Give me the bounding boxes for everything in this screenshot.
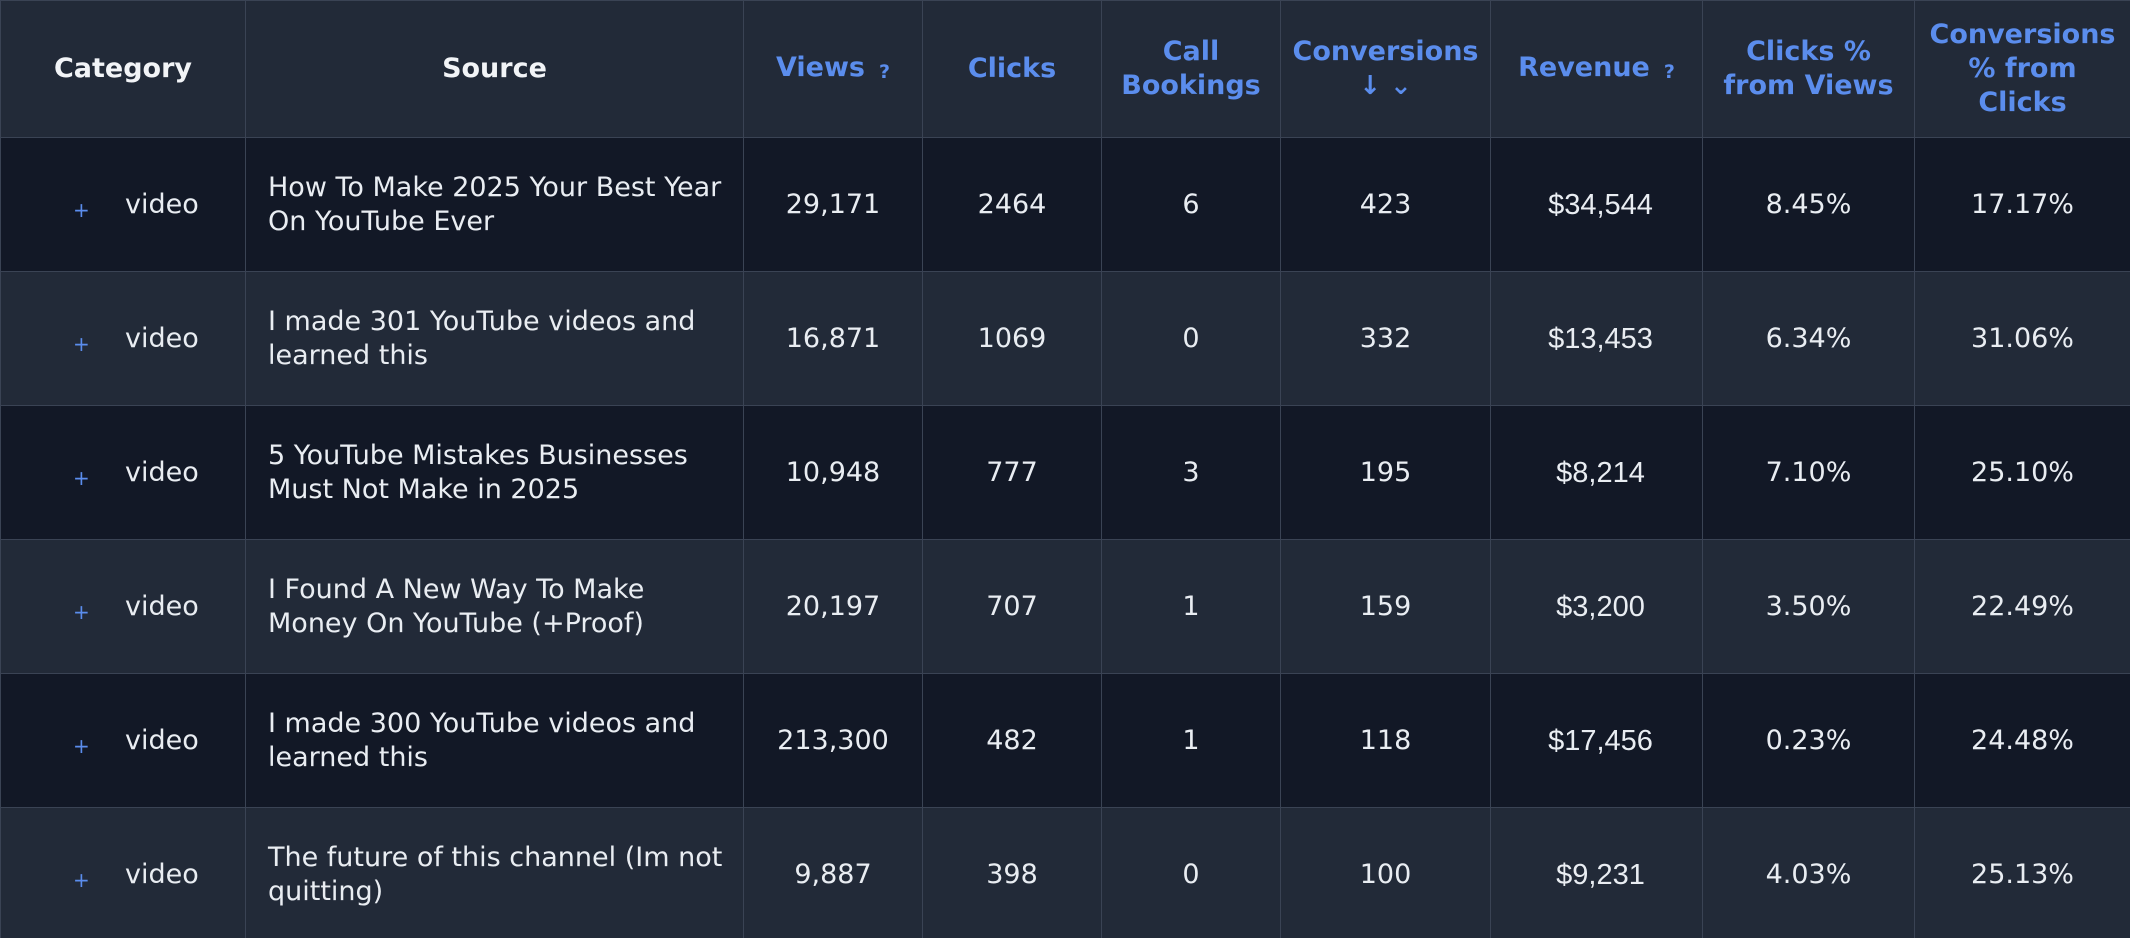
conversions-cell: 118	[1280, 673, 1491, 808]
views-cell: 9,887	[743, 807, 923, 938]
clicks-pct-cell: 0.23%	[1702, 673, 1915, 808]
column-header-conversions-pct[interactable]: Conversions% from Clicks	[1914, 0, 2130, 138]
call-bookings-cell: 0	[1101, 271, 1281, 406]
revenue-value: $8,214	[1556, 456, 1645, 489]
source-cell: The future of this channel (Im not quitt…	[245, 807, 744, 938]
views-cell: 20,197	[743, 539, 923, 674]
category-label: video	[125, 590, 199, 622]
call-bookings-cell: 6	[1101, 137, 1281, 272]
clicks-cell: 2464	[922, 137, 1102, 272]
clicks-cell: 398	[922, 807, 1102, 938]
conversions-cell: 195	[1280, 405, 1491, 540]
clicks-pct-cell: 8.45%	[1702, 137, 1915, 272]
category-cell: + video	[0, 137, 246, 272]
revenue-value: $34,544	[1548, 188, 1653, 221]
clicks-pct-cell: 3.50%	[1702, 539, 1915, 674]
help-icon[interactable]: ?	[878, 61, 891, 83]
source-cell: I made 300 YouTube videos and learned th…	[245, 673, 744, 808]
conversions-cell: 159	[1280, 539, 1491, 674]
column-header-clicks-pct[interactable]: Clicks % from Views	[1702, 0, 1915, 138]
table-row: + video The future of this channel (Im n…	[0, 807, 2130, 938]
clicks-pct-cell: 7.10%	[1702, 405, 1915, 540]
sort-descending-icon[interactable]: ↓ ⌄	[1359, 71, 1412, 101]
clicks-cell: 1069	[922, 271, 1102, 406]
conversions-pct-cell: 22.49%	[1914, 539, 2130, 674]
table-row: + video 5 YouTube Mistakes Businesses Mu…	[0, 405, 2130, 540]
call-bookings-cell: 1	[1101, 539, 1281, 674]
conversions-pct-cell: 25.10%	[1914, 405, 2130, 540]
category-label: video	[125, 456, 199, 488]
clicks-cell: 482	[922, 673, 1102, 808]
revenue-value: $9,231	[1556, 858, 1645, 891]
category-label: video	[125, 322, 199, 354]
column-header-conversions[interactable]: Conversions ↓ ⌄	[1280, 0, 1491, 138]
conversions-pct-cell: 25.13%	[1914, 807, 2130, 938]
expand-row-icon[interactable]: +	[73, 465, 90, 490]
conversions-pct-cell: 24.48%	[1914, 673, 2130, 808]
views-cell: 29,171	[743, 137, 923, 272]
revenue-cell: $13,453	[1490, 271, 1703, 406]
table-row: + video How To Make 2025 Your Best Year …	[0, 137, 2130, 272]
views-cell: 213,300	[743, 673, 923, 808]
category-label: video	[125, 858, 199, 890]
source-cell: I Found A New Way To Make Money On YouTu…	[245, 539, 744, 674]
column-header-views[interactable]: Views?	[743, 0, 923, 138]
revenue-cell: $34,544	[1490, 137, 1703, 272]
revenue-cell: $8,214	[1490, 405, 1703, 540]
views-cell: 16,871	[743, 271, 923, 406]
call-bookings-cell: 0	[1101, 807, 1281, 938]
revenue-value: $3,200	[1556, 590, 1645, 623]
column-header-category: Category	[0, 0, 246, 138]
clicks-cell: 707	[922, 539, 1102, 674]
expand-row-icon[interactable]: +	[73, 733, 90, 758]
column-header-source: Source	[245, 0, 744, 138]
expand-row-icon[interactable]: +	[73, 197, 90, 222]
column-header-revenue[interactable]: Revenue?	[1490, 0, 1703, 138]
category-cell: + video	[0, 539, 246, 674]
revenue-value: $13,453	[1548, 322, 1653, 355]
category-label: video	[125, 724, 199, 756]
clicks-pct-cell: 6.34%	[1702, 271, 1915, 406]
clicks-cell: 777	[922, 405, 1102, 540]
source-cell: I made 301 YouTube videos and learned th…	[245, 271, 744, 406]
table-row: + video I made 300 YouTube videos and le…	[0, 673, 2130, 808]
conversions-cell: 423	[1280, 137, 1491, 272]
expand-row-icon[interactable]: +	[73, 599, 90, 624]
category-cell: + video	[0, 271, 246, 406]
call-bookings-cell: 3	[1101, 405, 1281, 540]
call-bookings-cell: 1	[1101, 673, 1281, 808]
category-cell: + video	[0, 405, 246, 540]
revenue-cell: $9,231	[1490, 807, 1703, 938]
conversions-cell: 100	[1280, 807, 1491, 938]
expand-row-icon[interactable]: +	[73, 331, 90, 356]
conversions-cell: 332	[1280, 271, 1491, 406]
revenue-value: $17,456	[1548, 724, 1653, 757]
source-cell: 5 YouTube Mistakes Businesses Must Not M…	[245, 405, 744, 540]
help-icon[interactable]: ?	[1663, 61, 1675, 83]
clicks-pct-cell: 4.03%	[1702, 807, 1915, 938]
views-cell: 10,948	[743, 405, 923, 540]
category-cell: + video	[0, 673, 246, 808]
expand-row-icon[interactable]: +	[73, 867, 90, 892]
conversions-pct-cell: 17.17%	[1914, 137, 2130, 272]
column-header-clicks[interactable]: Clicks	[922, 0, 1102, 138]
column-header-call-bookings[interactable]: Call Bookings	[1101, 0, 1281, 138]
table-row: + video I made 301 YouTube videos and le…	[0, 271, 2130, 406]
table-row: + video I Found A New Way To Make Money …	[0, 539, 2130, 674]
revenue-cell: $3,200	[1490, 539, 1703, 674]
category-cell: + video	[0, 807, 246, 938]
source-cell: How To Make 2025 Your Best Year On YouTu…	[245, 137, 744, 272]
table-header-row: Category Source Views? Clicks Call Bookin…	[0, 0, 2130, 138]
conversions-pct-cell: 31.06%	[1914, 271, 2130, 406]
revenue-cell: $17,456	[1490, 673, 1703, 808]
category-label: video	[125, 188, 199, 220]
